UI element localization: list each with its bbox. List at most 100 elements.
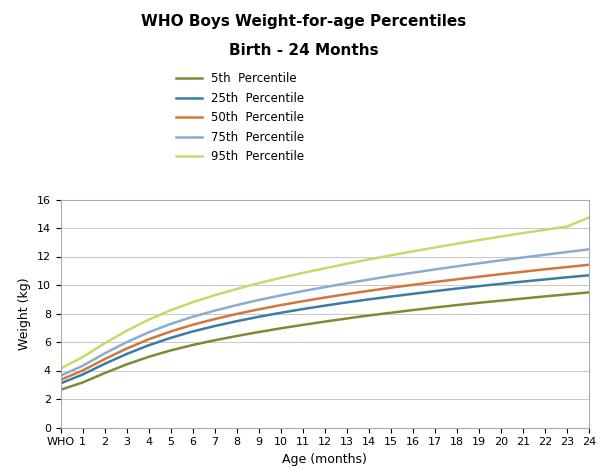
5th  Percentile — [321, 319, 328, 324]
75th  Percentile — [453, 264, 460, 269]
75th  Percentile — [475, 260, 483, 266]
75th  Percentile — [233, 302, 240, 308]
25th  Percentile — [277, 310, 284, 315]
25th  Percentile — [255, 314, 262, 320]
75th  Percentile — [365, 277, 372, 283]
50th  Percentile — [145, 336, 152, 342]
95th  Percentile — [101, 341, 108, 346]
95th  Percentile — [299, 270, 307, 275]
5th  Percentile — [167, 348, 174, 353]
50th  Percentile — [409, 282, 416, 288]
5th  Percentile — [211, 337, 219, 343]
25th  Percentile — [585, 273, 592, 278]
50th  Percentile — [519, 269, 526, 275]
25th  Percentile — [431, 288, 438, 294]
75th  Percentile — [299, 288, 307, 294]
25th  Percentile — [167, 335, 174, 341]
Legend: 5th  Percentile, 25th  Percentile, 50th  Percentile, 75th  Percentile, 95th  Per: 5th Percentile, 25th Percentile, 50th Pe… — [176, 72, 304, 163]
5th  Percentile — [497, 298, 504, 304]
95th  Percentile — [167, 307, 174, 313]
75th  Percentile — [321, 284, 328, 290]
75th  Percentile — [101, 351, 108, 356]
5th  Percentile — [409, 307, 416, 313]
50th  Percentile — [453, 276, 460, 282]
95th  Percentile — [189, 299, 196, 305]
50th  Percentile — [255, 306, 262, 312]
5th  Percentile — [519, 295, 526, 302]
75th  Percentile — [211, 308, 219, 314]
95th  Percentile — [233, 286, 240, 292]
Line: 50th  Percentile: 50th Percentile — [61, 265, 589, 380]
50th  Percentile — [101, 356, 108, 362]
50th  Percentile — [563, 264, 571, 270]
Text: Birth - 24 Months: Birth - 24 Months — [229, 43, 378, 58]
75th  Percentile — [189, 314, 196, 320]
75th  Percentile — [387, 273, 395, 279]
5th  Percentile — [233, 333, 240, 339]
50th  Percentile — [321, 294, 328, 300]
5th  Percentile — [145, 354, 152, 360]
95th  Percentile — [497, 234, 504, 239]
50th  Percentile — [541, 266, 548, 272]
25th  Percentile — [453, 285, 460, 291]
75th  Percentile — [431, 266, 438, 272]
75th  Percentile — [79, 363, 86, 369]
75th  Percentile — [167, 321, 174, 327]
50th  Percentile — [299, 298, 307, 304]
95th  Percentile — [321, 266, 328, 271]
50th  Percentile — [277, 302, 284, 308]
5th  Percentile — [123, 361, 131, 367]
5th  Percentile — [299, 322, 307, 328]
50th  Percentile — [387, 285, 395, 291]
25th  Percentile — [211, 323, 219, 329]
75th  Percentile — [57, 373, 64, 379]
50th  Percentile — [211, 316, 219, 322]
95th  Percentile — [453, 241, 460, 247]
Line: 75th  Percentile: 75th Percentile — [61, 249, 589, 376]
50th  Percentile — [343, 291, 350, 297]
95th  Percentile — [585, 215, 592, 220]
5th  Percentile — [79, 380, 86, 385]
75th  Percentile — [563, 249, 571, 255]
25th  Percentile — [541, 276, 548, 282]
75th  Percentile — [541, 252, 548, 257]
50th  Percentile — [365, 288, 372, 294]
25th  Percentile — [409, 291, 416, 297]
95th  Percentile — [255, 280, 262, 286]
50th  Percentile — [79, 368, 86, 373]
75th  Percentile — [497, 257, 504, 263]
95th  Percentile — [409, 248, 416, 254]
95th  Percentile — [563, 224, 571, 229]
95th  Percentile — [79, 354, 86, 360]
25th  Percentile — [475, 283, 483, 289]
25th  Percentile — [387, 294, 395, 299]
95th  Percentile — [387, 253, 395, 258]
50th  Percentile — [475, 274, 483, 280]
Line: 95th  Percentile: 95th Percentile — [61, 218, 589, 369]
95th  Percentile — [123, 328, 131, 333]
95th  Percentile — [343, 261, 350, 266]
25th  Percentile — [145, 342, 152, 348]
5th  Percentile — [387, 310, 395, 315]
95th  Percentile — [57, 366, 64, 371]
25th  Percentile — [123, 351, 131, 357]
50th  Percentile — [431, 279, 438, 285]
75th  Percentile — [409, 270, 416, 275]
75th  Percentile — [255, 297, 262, 303]
50th  Percentile — [57, 377, 64, 383]
50th  Percentile — [585, 262, 592, 267]
5th  Percentile — [255, 329, 262, 335]
95th  Percentile — [145, 317, 152, 323]
50th  Percentile — [167, 329, 174, 334]
75th  Percentile — [519, 255, 526, 260]
X-axis label: Age (months): Age (months) — [282, 453, 367, 466]
Line: 25th  Percentile: 25th Percentile — [61, 276, 589, 383]
75th  Percentile — [145, 330, 152, 335]
25th  Percentile — [497, 281, 504, 287]
25th  Percentile — [233, 318, 240, 324]
5th  Percentile — [277, 325, 284, 331]
5th  Percentile — [101, 370, 108, 376]
25th  Percentile — [563, 275, 571, 280]
25th  Percentile — [101, 361, 108, 367]
Text: WHO Boys Weight-for-age Percentiles: WHO Boys Weight-for-age Percentiles — [141, 14, 466, 29]
